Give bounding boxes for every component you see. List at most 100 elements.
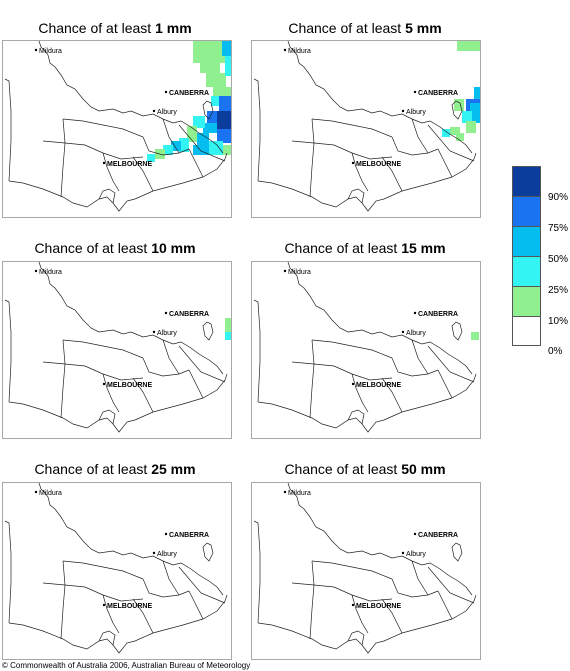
probability-cell bbox=[193, 41, 228, 63]
city-label-albury: Albury bbox=[406, 109, 426, 116]
map-50mm: Mildura CANBERRA Albury MELBOURNE bbox=[251, 482, 481, 660]
boundary-line bbox=[411, 339, 429, 375]
boundary-line bbox=[309, 339, 315, 419]
probability-cell bbox=[209, 141, 223, 155]
boundary-line bbox=[347, 188, 365, 204]
panel-title-10mm: Chance of at least 10 mm bbox=[34, 240, 196, 256]
probability-cell bbox=[454, 99, 464, 111]
boundary-line bbox=[102, 152, 120, 192]
boundary-line bbox=[391, 136, 439, 156]
probability-cell bbox=[225, 56, 231, 76]
boundary-line bbox=[391, 357, 439, 377]
boundary-line bbox=[42, 361, 144, 381]
city-marker bbox=[164, 90, 168, 94]
city-marker bbox=[34, 269, 38, 273]
boundary-line bbox=[178, 566, 226, 604]
city-label-melbourne: MELBOURNE bbox=[107, 161, 152, 168]
probability-legend bbox=[512, 166, 542, 346]
boundary-line bbox=[60, 560, 66, 640]
city-marker bbox=[164, 532, 168, 536]
copyright-footer: © Commonwealth of Australia 2006, Austra… bbox=[2, 661, 251, 670]
boundary-line bbox=[351, 594, 369, 634]
probability-cell bbox=[225, 318, 231, 332]
probability-cell bbox=[466, 121, 476, 133]
legend-label-25: 25% bbox=[548, 285, 569, 296]
victoria-map-svg: Mildura CANBERRA Albury MELBOURNE bbox=[253, 41, 480, 212]
boundary-line bbox=[4, 520, 12, 624]
boundary-line bbox=[391, 578, 439, 598]
boundary-line bbox=[451, 542, 463, 562]
boundary-line bbox=[162, 339, 180, 375]
map-5mm: Mildura CANBERRA Albury MELBOURNE bbox=[251, 40, 481, 218]
boundary-line bbox=[142, 578, 190, 598]
probability-cell bbox=[206, 73, 226, 87]
boundary-line bbox=[178, 345, 226, 383]
boundary-line bbox=[142, 136, 190, 156]
probability-cell bbox=[179, 138, 189, 152]
map-10mm: Mildura CANBERRA Albury MELBOURNE bbox=[2, 261, 232, 439]
city-marker bbox=[102, 161, 106, 165]
city-label-mildura: Mildura bbox=[39, 490, 62, 497]
probability-cell bbox=[219, 96, 231, 111]
boundary-line bbox=[291, 361, 393, 381]
map-1mm: Mildura CANBERRA Albury MELBOURNE bbox=[2, 40, 232, 218]
boundary-line bbox=[381, 156, 403, 192]
boundary-line bbox=[351, 373, 369, 413]
boundary-line bbox=[102, 373, 120, 413]
probability-cell bbox=[211, 96, 219, 106]
legend-swatch-0 bbox=[512, 316, 541, 346]
city-label-canberra: CANBERRA bbox=[418, 532, 458, 539]
probability-cell bbox=[163, 145, 173, 155]
boundary-line bbox=[178, 124, 226, 162]
probability-cell bbox=[474, 87, 480, 103]
panel-title-5mm: Chance of at least 5 mm bbox=[288, 20, 442, 36]
legend-swatch-10 bbox=[512, 286, 541, 316]
city-label-melbourne: MELBOURNE bbox=[356, 382, 401, 389]
boundary-line bbox=[202, 542, 214, 562]
city-marker bbox=[351, 603, 355, 607]
panel-title-1mm: Chance of at least 1 mm bbox=[38, 20, 192, 36]
boundary-line bbox=[427, 566, 475, 604]
boundary-line bbox=[62, 118, 144, 138]
victoria-map-svg: Mildura CANBERRA Albury MELBOURNE bbox=[253, 483, 477, 654]
panel-title-15mm: Chance of at least 15 mm bbox=[284, 240, 446, 256]
city-label-albury: Albury bbox=[406, 330, 426, 337]
city-marker bbox=[152, 109, 156, 113]
boundary-line bbox=[311, 339, 393, 359]
city-marker bbox=[164, 311, 168, 315]
boundary-line bbox=[132, 156, 154, 192]
boundary-line bbox=[142, 357, 190, 377]
probability-cell bbox=[462, 111, 472, 123]
city-marker bbox=[413, 90, 417, 94]
probability-cell bbox=[171, 141, 181, 151]
boundary-line bbox=[98, 188, 116, 204]
boundary-line bbox=[4, 299, 12, 403]
city-label-albury: Albury bbox=[157, 551, 177, 558]
probability-cell bbox=[442, 129, 450, 137]
boundary-line bbox=[188, 148, 204, 178]
boundary-line bbox=[253, 78, 261, 182]
city-label-albury: Albury bbox=[157, 109, 177, 116]
probability-cell bbox=[187, 126, 197, 142]
probability-cell bbox=[470, 103, 480, 123]
boundary-line bbox=[309, 118, 315, 198]
boundary-line bbox=[437, 148, 453, 178]
boundary-line bbox=[437, 590, 453, 620]
city-label-canberra: CANBERRA bbox=[418, 90, 458, 97]
probability-cell bbox=[193, 145, 209, 155]
boundary-line bbox=[38, 41, 224, 154]
boundary-line bbox=[287, 262, 473, 375]
city-label-mildura: Mildura bbox=[288, 48, 311, 55]
probability-cell bbox=[457, 41, 480, 51]
boundary-line bbox=[162, 118, 180, 154]
legend-swatch-25 bbox=[512, 256, 541, 286]
boundary-line bbox=[162, 560, 180, 596]
city-label-canberra: CANBERRA bbox=[169, 532, 209, 539]
boundary-line bbox=[98, 630, 116, 646]
boundary-line bbox=[188, 369, 204, 399]
boundary-line bbox=[253, 299, 261, 403]
boundary-line bbox=[309, 560, 315, 640]
victoria-map-svg: Mildura CANBERRA Albury MELBOURNE bbox=[4, 41, 231, 212]
legend-label-75: 75% bbox=[548, 223, 569, 234]
panel-title-50mm: Chance of at least 50 mm bbox=[284, 461, 446, 477]
